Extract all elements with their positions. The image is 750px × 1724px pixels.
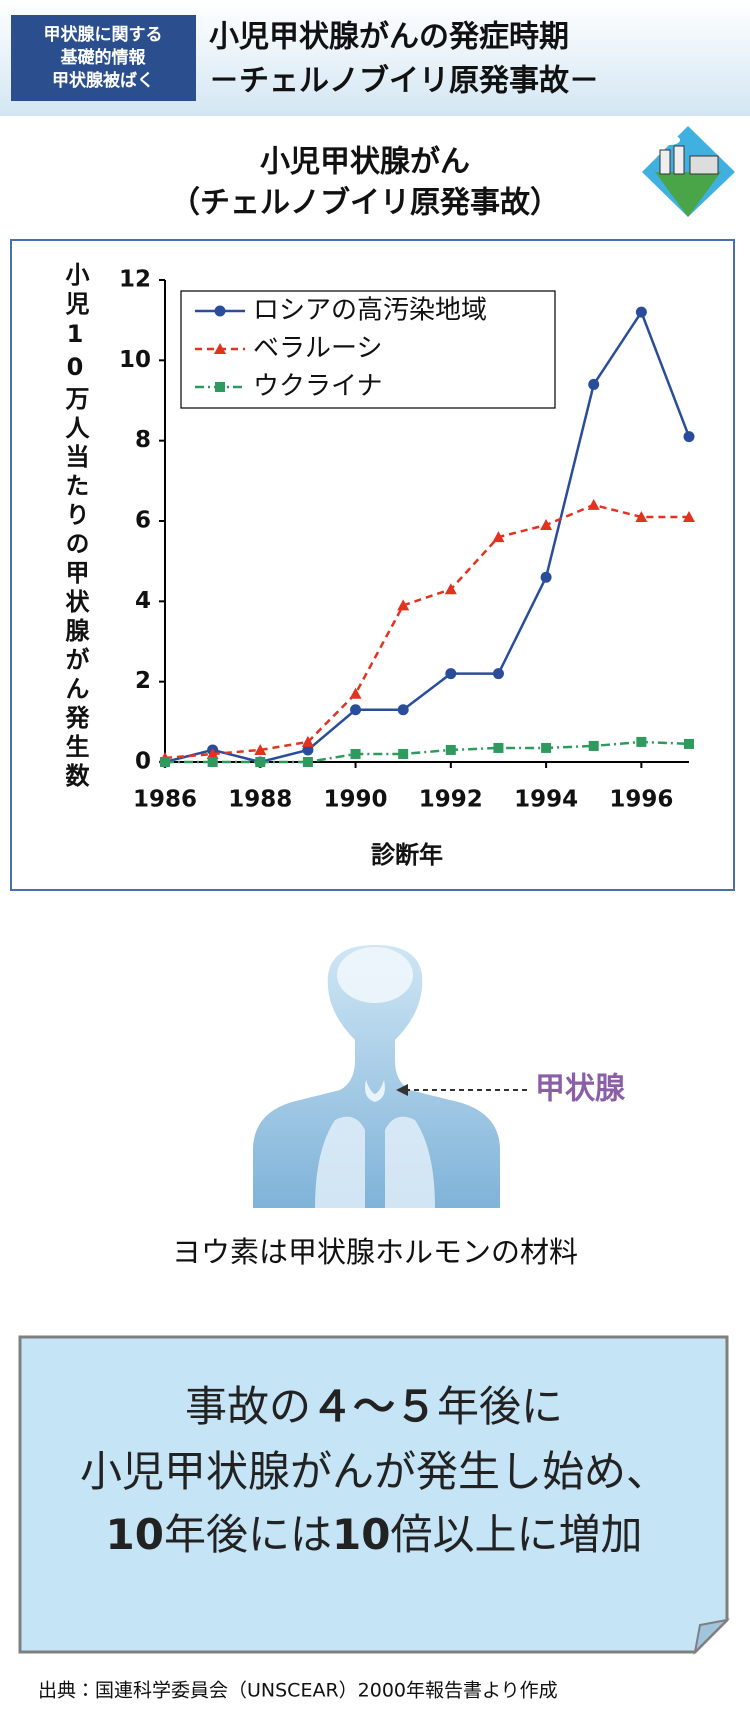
x-tick-label: 1994 (514, 787, 578, 813)
legend-label: ベラルーシ (253, 334, 382, 364)
badge-text: 甲状腺被ばく (52, 70, 154, 91)
point (588, 740, 599, 751)
header-title: －チェルノブイリ原発事故－ (209, 64, 599, 99)
legend-marker (214, 305, 226, 317)
point (350, 704, 362, 716)
point (540, 571, 552, 583)
callout-segment: 事故の (185, 1382, 311, 1431)
legend-label: ウクライナ (253, 372, 382, 402)
legend-marker (215, 382, 225, 392)
point (683, 510, 695, 522)
x-tick-label: 1986 (133, 787, 197, 813)
chart-title: 小児甲状腺がん (260, 145, 470, 180)
chart-subtitle: （チェルノブイリ原発事故） (170, 186, 560, 221)
legend-label: ロシアの高汚染地域 (253, 296, 487, 326)
legend-marker (214, 343, 226, 354)
x-tick-label: 1996 (609, 787, 673, 813)
point (635, 510, 648, 522)
y-tick-label: 0 (135, 749, 151, 775)
x-tick-label: 1992 (419, 787, 483, 813)
callout-line: 10年後には10倍以上に増加 (106, 1510, 643, 1559)
body-illustration (253, 945, 527, 1208)
callout-segment: 年後に (437, 1382, 563, 1431)
point (397, 599, 410, 611)
x-tick-label: 1990 (324, 787, 388, 813)
point (207, 757, 218, 767)
callout-line: 事故の４～５年後に (185, 1382, 563, 1431)
point (398, 748, 409, 759)
x-tick-label: 1988 (228, 787, 292, 813)
point (254, 743, 267, 755)
point (349, 687, 362, 699)
y-tick-label: 2 (135, 668, 151, 694)
point (350, 748, 361, 759)
point (684, 738, 694, 749)
header-title: 小児甲状腺がんの発症時期 (209, 20, 569, 55)
caption: ヨウ素は甲状腺ホルモンの材料 (172, 1235, 578, 1269)
y-tick-label: 4 (135, 588, 151, 614)
y-axis-label: 小児10万人当たりの甲状腺がん発生数 (61, 262, 90, 792)
point (397, 704, 409, 716)
illustration-label: 甲状腺 (535, 1072, 626, 1107)
point (683, 431, 695, 443)
callout-segment: 倍以上に増加 (390, 1510, 642, 1559)
callout-segment: 10 (332, 1510, 390, 1559)
x-axis-label: 診断年 (371, 841, 443, 869)
point (541, 742, 552, 753)
point (444, 583, 457, 595)
point (301, 735, 314, 747)
point (160, 757, 170, 767)
point (302, 757, 313, 767)
point (492, 668, 504, 680)
point (540, 519, 553, 531)
point (636, 736, 647, 747)
point (587, 498, 600, 510)
y-tick-label: 10 (119, 347, 151, 373)
point (493, 742, 504, 753)
point (588, 378, 600, 390)
chart: 0 2 4 6 8 10 12 1986 1988 1990 1992 1994 1996 診断年 小児10… (61, 262, 695, 869)
source: 出典：国連科学委員会（UNSCEAR）2000年報告書より作成 (38, 1680, 558, 1702)
callout-segment: 年後には (164, 1510, 332, 1559)
series-line (165, 740, 690, 764)
point (445, 668, 457, 680)
callout-line: 小児甲状腺がんが発生し始め、 (80, 1447, 668, 1496)
callout-segment: 小児甲状腺がんが発生し始め、 (80, 1447, 668, 1496)
series-line (164, 309, 691, 764)
point (492, 531, 505, 543)
point (445, 744, 456, 755)
callout-fold (693, 1618, 730, 1655)
point (635, 306, 647, 318)
y-tick-label: 12 (119, 267, 151, 293)
y-tick-label: 8 (135, 427, 151, 453)
series-line (164, 503, 689, 760)
callout-segment: 10 (106, 1510, 164, 1559)
badge (11, 15, 196, 101)
point (302, 744, 314, 756)
y-tick-label: 6 (135, 508, 151, 534)
callout-segment: ４～５ (311, 1382, 437, 1431)
point (255, 757, 266, 767)
badge-text: 基礎的情報 (60, 47, 147, 68)
icon (642, 126, 735, 217)
point (206, 747, 219, 759)
badge-text: 甲状腺に関する (44, 24, 163, 45)
